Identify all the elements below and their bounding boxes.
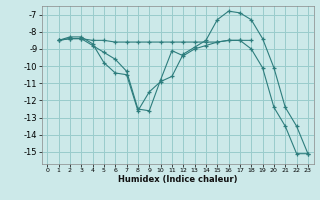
X-axis label: Humidex (Indice chaleur): Humidex (Indice chaleur) [118, 175, 237, 184]
